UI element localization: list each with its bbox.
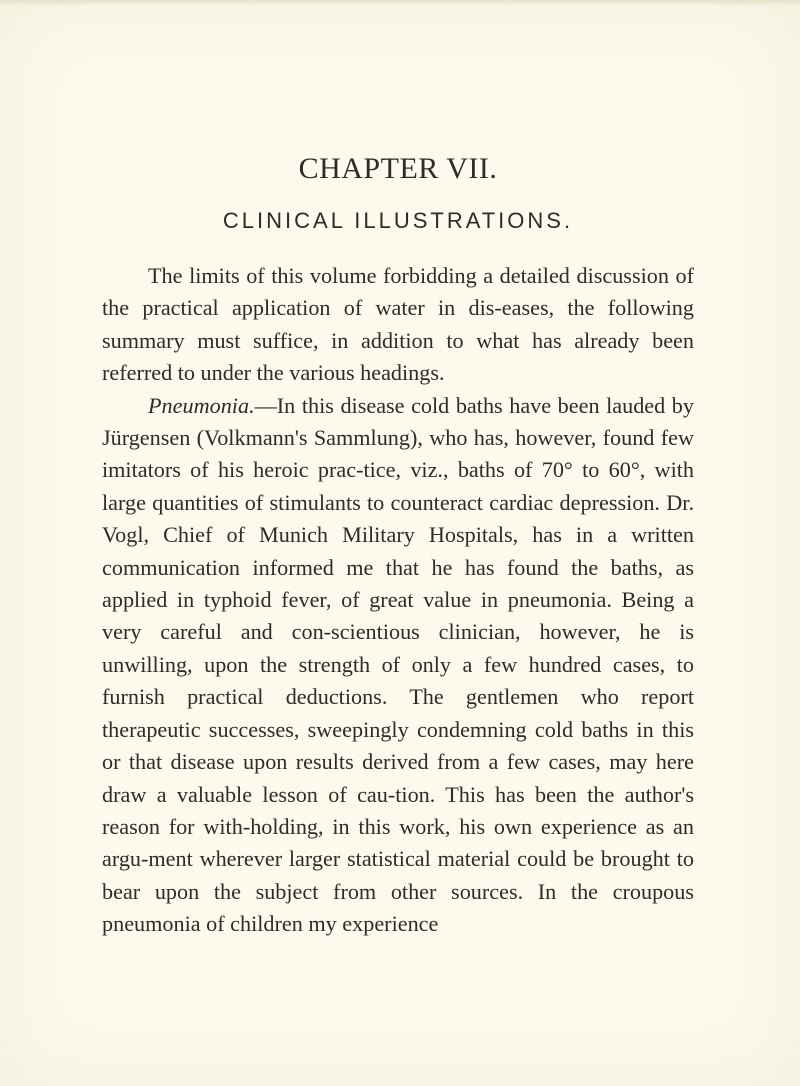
- paragraph-2: Pneumonia.—In this disease cold baths ha…: [102, 390, 694, 941]
- paragraph-1: The limits of this volume forbidding a d…: [102, 260, 694, 390]
- page-content: CHAPTER VII. CLINICAL ILLUSTRATIONS. The…: [102, 152, 694, 941]
- paragraph-1-text: The limits of this volume forbidding a d…: [102, 263, 694, 385]
- chapter-title: CHAPTER VII.: [102, 152, 694, 186]
- paragraph-2-text: —In this disease cold baths have been la…: [102, 393, 694, 937]
- paragraph-2-lead-italic: Pneumonia.: [148, 393, 255, 418]
- chapter-subtitle: CLINICAL ILLUSTRATIONS.: [102, 208, 694, 234]
